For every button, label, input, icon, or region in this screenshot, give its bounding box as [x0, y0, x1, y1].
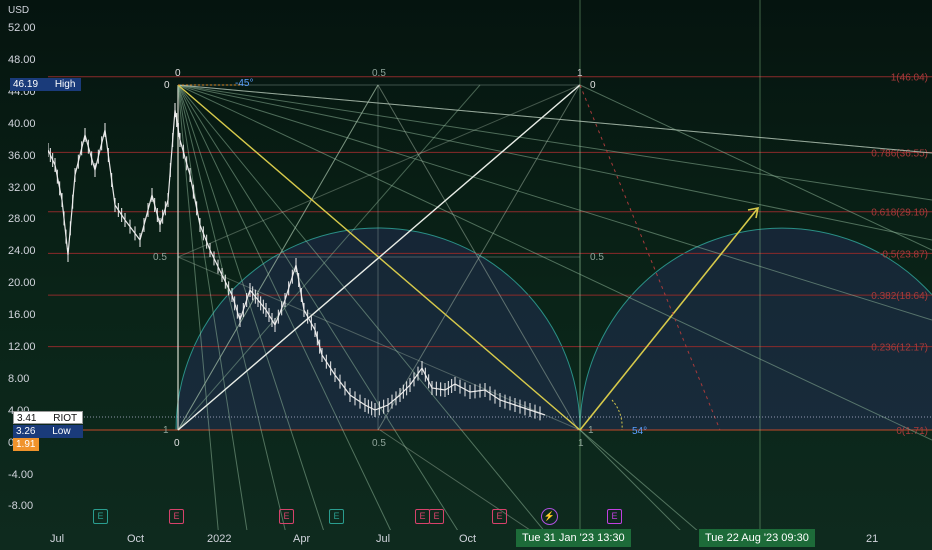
- fib-level-label: 0.236(12.17): [871, 343, 928, 354]
- gann-box-diagonal: [177, 84, 581, 258]
- gann-fan-line: [579, 429, 681, 530]
- price-series-line: [48, 109, 546, 416]
- earnings-marker[interactable]: E: [169, 509, 184, 524]
- price-axis-label: -8.00: [8, 500, 34, 513]
- price-axis-label: 8.00: [8, 372, 30, 385]
- gann-fan-line: [177, 84, 379, 431]
- gann-box-label-left-0.5: 0.5: [153, 252, 167, 263]
- fib-level-label: 0.5(23.87): [882, 249, 928, 260]
- gann-fan-line: [177, 84, 481, 431]
- fib-level-label: 0.382(18.64): [871, 291, 928, 302]
- fib-level-label: 1(46.04): [891, 73, 928, 84]
- earnings-marker[interactable]: E: [93, 509, 108, 524]
- price-axis-label: 40.00: [8, 117, 36, 130]
- gann-box-diagonal: [377, 84, 581, 431]
- gann-box-label-bottom-1: 1: [578, 438, 584, 449]
- time-label-jul-2022: Jul: [376, 533, 391, 545]
- gann-box-label-right-0.5: 0.5: [590, 252, 604, 263]
- price-axis-label: 20.00: [8, 277, 36, 290]
- earnings-marker[interactable]: E: [492, 509, 507, 524]
- price-axis[interactable]: USD 52.00 48.00 44.00 40.00 36.00 32.00 28.00 2…: [0, 0, 48, 530]
- gann-fan-line: [177, 84, 932, 154]
- projection-line: [579, 207, 759, 431]
- price-axis-label: 16.00: [8, 309, 36, 322]
- symbol-price-value: 3.41: [17, 413, 37, 424]
- high-price-value: 46.19: [13, 79, 39, 90]
- price-axis-label: 12.00: [8, 340, 36, 353]
- gann-fan-line: [177, 84, 932, 441]
- earnings-marker[interactable]: E: [279, 509, 294, 524]
- gann-arc-2: [579, 227, 932, 431]
- earnings-marker[interactable]: E: [329, 509, 344, 524]
- earnings-marker[interactable]: E: [607, 509, 622, 524]
- price-axis-label: 36.00: [8, 149, 36, 162]
- fib-level-label: 0(1.71): [896, 426, 928, 437]
- crosshair-time-badge-1: Tue 31 Jan '23 13:30: [516, 529, 631, 547]
- time-label-oct-2022: Oct: [459, 533, 477, 545]
- gann-fan-line: [177, 84, 324, 530]
- gann-box-label-right-0: 0: [590, 80, 596, 91]
- gann-fan-line: [177, 84, 219, 530]
- gann-box-label-top-0.5: 0.5: [372, 68, 386, 79]
- angle-label-bottom: 54°: [632, 426, 647, 437]
- time-label-2022: 2022: [207, 533, 232, 545]
- high-price-badge: 46.19 High: [10, 78, 81, 91]
- high-price-label: High: [54, 79, 76, 90]
- gann-box-diagonal: [177, 256, 581, 431]
- gann-box-diagonal: [379, 429, 531, 530]
- gann-box-diagonal: [177, 84, 379, 431]
- fib-dashed-line: [579, 84, 721, 431]
- earnings-marker[interactable]: E: [429, 509, 444, 524]
- price-axis-label: 48.00: [8, 54, 36, 67]
- fib-level-label: 0.786(36.55): [871, 148, 928, 159]
- low-price-badge: 3.26 Low: [13, 425, 83, 438]
- symbol-label: RIOT: [53, 413, 78, 424]
- gann-main-diagonal-up: [177, 84, 581, 431]
- gann-box-label-right-1: 1: [588, 425, 594, 436]
- dividend-lightning-icon[interactable]: ⚡: [541, 508, 558, 525]
- price-axis-label: -4.00: [8, 468, 34, 481]
- gann-box-label-top-1: 1: [577, 68, 583, 79]
- time-label-jul-2021: Jul: [50, 533, 65, 545]
- gann-fan-line: [177, 84, 932, 321]
- currency-label: USD: [8, 5, 30, 16]
- gann-fan-line: [177, 84, 248, 530]
- projection-arrowhead: [747, 206, 760, 219]
- fib-level-label: 0.618(29.10): [871, 208, 928, 219]
- time-label-oct-2021: Oct: [127, 533, 145, 545]
- price-axis-label: 24.00: [8, 245, 36, 258]
- gann-fan-line: [177, 84, 932, 241]
- time-label-21: 21: [866, 533, 879, 545]
- angle-label-top: -45°: [235, 78, 253, 89]
- gann-box-label-left-1: 1: [163, 425, 169, 436]
- gann-fan-line: [177, 84, 286, 530]
- gann-fan-line: [177, 84, 932, 201]
- gann-box-label-bottom-0.5: 0.5: [372, 438, 386, 449]
- price-axis-label: 52.00: [8, 22, 36, 35]
- time-axis[interactable]: Jul Oct 2022 Apr Jul Oct 21: [0, 530, 932, 550]
- gann-box-diagonal: [377, 84, 579, 431]
- gann-box-label-bottom-0: 0: [174, 438, 180, 449]
- gann-box-label-top-0: 0: [175, 68, 181, 79]
- crosshair-time-badge-2: Tue 22 Aug '23 09:30: [699, 529, 815, 547]
- gann-fan-line: [579, 84, 932, 251]
- price-axis-label: 32.00: [8, 181, 36, 194]
- gann-fan-line: [177, 84, 545, 530]
- gann-box-label-left-0: 0: [164, 80, 170, 91]
- symbol-price-badge: 3.41 RIOT: [13, 411, 83, 424]
- time-label-apr: Apr: [293, 533, 311, 545]
- low-price-value: 3.26: [16, 426, 36, 437]
- low-price-label: Low: [52, 426, 71, 437]
- gann-fan-line: [177, 84, 459, 530]
- last-price-badge: 1.91: [13, 438, 39, 451]
- price-axis-label: 28.00: [8, 213, 36, 226]
- gann-fan-line: [177, 84, 392, 530]
- earnings-marker[interactable]: E: [415, 509, 430, 524]
- angle-arc: [611, 399, 623, 431]
